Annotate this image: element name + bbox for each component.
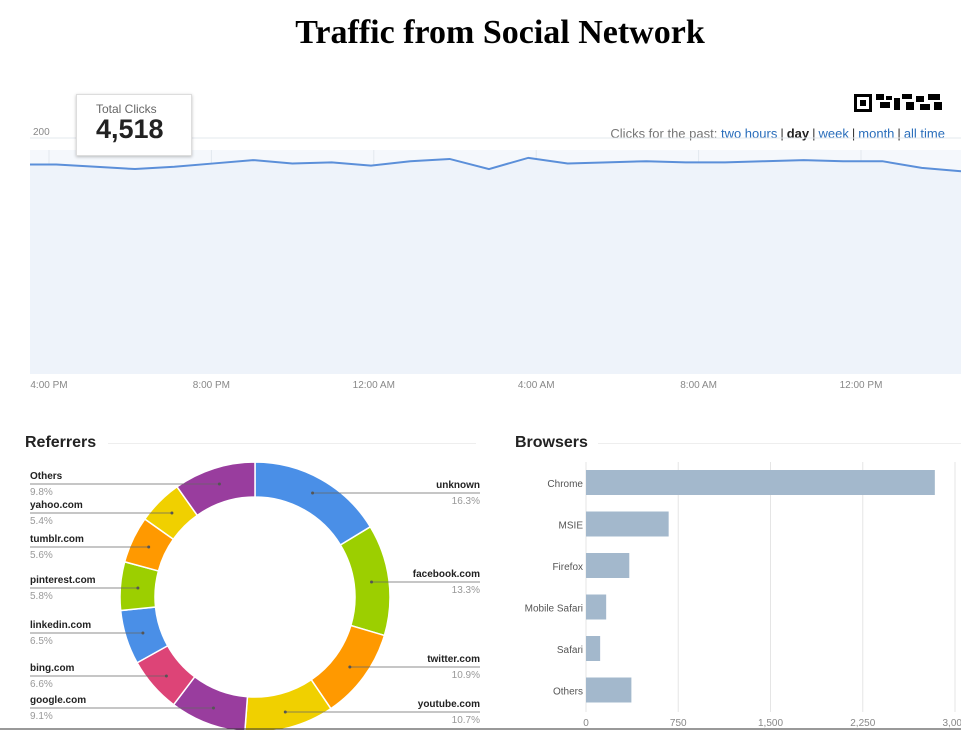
referrer-label: youtube.com 10.7%: [418, 698, 480, 727]
referrer-name: youtube.com: [417, 699, 480, 710]
bar-category-label: Firefox: [552, 562, 583, 573]
referrer-label: unknown 16.3%: [436, 479, 480, 508]
referrer-percent: 10.7%: [451, 715, 480, 726]
x-tick-label: 12:00 AM: [353, 380, 395, 391]
referrer-label: twitter.com 10.9%: [427, 653, 480, 682]
x-tick-label: 12:00 PM: [840, 380, 883, 391]
page-title: Traffic from Social Network: [295, 14, 705, 51]
bar-firefox: [586, 553, 630, 578]
referrer-label: pinterest.com 5.8%: [30, 574, 96, 603]
referrer-name: tumblr.com: [30, 534, 84, 545]
referrer-label: yahoo.com 5.4%: [30, 499, 83, 528]
browsers-divider: [598, 443, 961, 444]
range-month[interactable]: month: [858, 126, 895, 141]
bar-others: [586, 677, 632, 703]
referrer-label: Others 9.8%: [30, 470, 62, 499]
referrer-name: Others: [30, 471, 63, 482]
referrer-percent: 9.1%: [30, 711, 53, 722]
referrer-name: unknown: [436, 480, 480, 491]
referrer-percent: 6.5%: [30, 636, 53, 647]
x-tick-label: 8:00 AM: [680, 380, 717, 391]
bar-category-label: Safari: [557, 645, 583, 656]
referrer-percent: 5.6%: [30, 550, 53, 561]
referrer-name: twitter.com: [427, 654, 480, 665]
referrer-name: bing.com: [30, 663, 75, 674]
leader-dot: [211, 706, 215, 710]
leader-dot: [217, 482, 221, 486]
total-clicks-value: 4,518: [96, 114, 164, 144]
leader-dot: [170, 511, 174, 515]
bar-mobile-safari: [586, 594, 607, 620]
time-range-selector: Clicks for the past: two hours | day | week |…: [610, 126, 945, 141]
total-clicks-label: Total Clicks: [96, 102, 157, 116]
y-tick-label: 200: [33, 127, 50, 138]
leader-dot: [283, 710, 287, 714]
bar-x-tick-label: 3,000: [942, 718, 961, 729]
referrer-label: linkedin.com 6.5%: [30, 619, 91, 648]
leader-dot: [348, 665, 352, 669]
donut-slice-others: [175, 461, 256, 517]
total-clicks-card: Total Clicks 4,518: [76, 94, 192, 156]
range-all-time[interactable]: all time: [903, 126, 945, 141]
referrer-label: bing.com 6.6%: [30, 662, 74, 691]
browsers-title: Browsers: [515, 434, 588, 451]
referrer-percent: 5.8%: [30, 591, 53, 602]
bar-chrome: [586, 470, 935, 495]
bar-msie: [586, 511, 669, 537]
referrer-percent: 10.9%: [451, 670, 480, 681]
bar-category-label: Mobile Safari: [525, 604, 583, 615]
bar-x-tick-label: 750: [670, 718, 687, 729]
bar-category-label: Others: [553, 687, 583, 698]
qr-code-icon[interactable]: [854, 94, 942, 112]
x-tick-label: 4:00 PM: [30, 380, 67, 391]
range-week[interactable]: week: [818, 126, 849, 141]
referrer-percent: 13.3%: [451, 585, 480, 596]
bar-x-tick-label: 2,250: [850, 718, 875, 729]
bar-category-label: Chrome: [547, 479, 583, 490]
bar-x-tick-label: 1,500: [758, 718, 783, 729]
x-tick-label: 4:00 AM: [518, 380, 555, 391]
referrer-percent: 9.8%: [30, 487, 53, 498]
referrer-percent: 5.4%: [30, 516, 53, 527]
bar-safari: [586, 636, 601, 661]
leader-dot: [311, 491, 315, 495]
leader-dot: [147, 545, 151, 549]
referrers-divider: [108, 443, 476, 444]
referrer-name: facebook.com: [412, 569, 480, 580]
referrers-title: Referrers: [25, 434, 97, 451]
bar-x-tick-label: 0: [583, 718, 589, 729]
referrer-name: google.com: [30, 695, 87, 706]
donut-slice-facebook-com: [339, 525, 391, 637]
referrer-percent: 16.3%: [451, 496, 480, 507]
donut-slice-unknown: [254, 461, 372, 547]
bar-category-label: MSIE: [559, 521, 584, 532]
leader-dot: [141, 631, 145, 635]
leader-dot: [164, 674, 168, 678]
referrer-label: google.com 9.1%: [30, 694, 86, 723]
time-range-prefix: Clicks for the past:: [610, 126, 718, 141]
range-two-hours[interactable]: two hours: [720, 126, 778, 141]
referrer-label: tumblr.com 5.6%: [30, 533, 84, 562]
x-tick-label: 8:00 PM: [193, 380, 230, 391]
referrer-name: pinterest.com: [30, 575, 96, 586]
leader-dot: [136, 586, 140, 590]
referrer-label: facebook.com 13.3%: [413, 568, 480, 597]
area-fill: [30, 157, 961, 374]
referrer-name: yahoo.com: [30, 500, 83, 511]
referrer-percent: 6.6%: [30, 679, 53, 690]
range-day[interactable]: day: [786, 126, 810, 141]
referrer-name: linkedin.com: [30, 620, 92, 631]
leader-dot: [370, 580, 374, 584]
